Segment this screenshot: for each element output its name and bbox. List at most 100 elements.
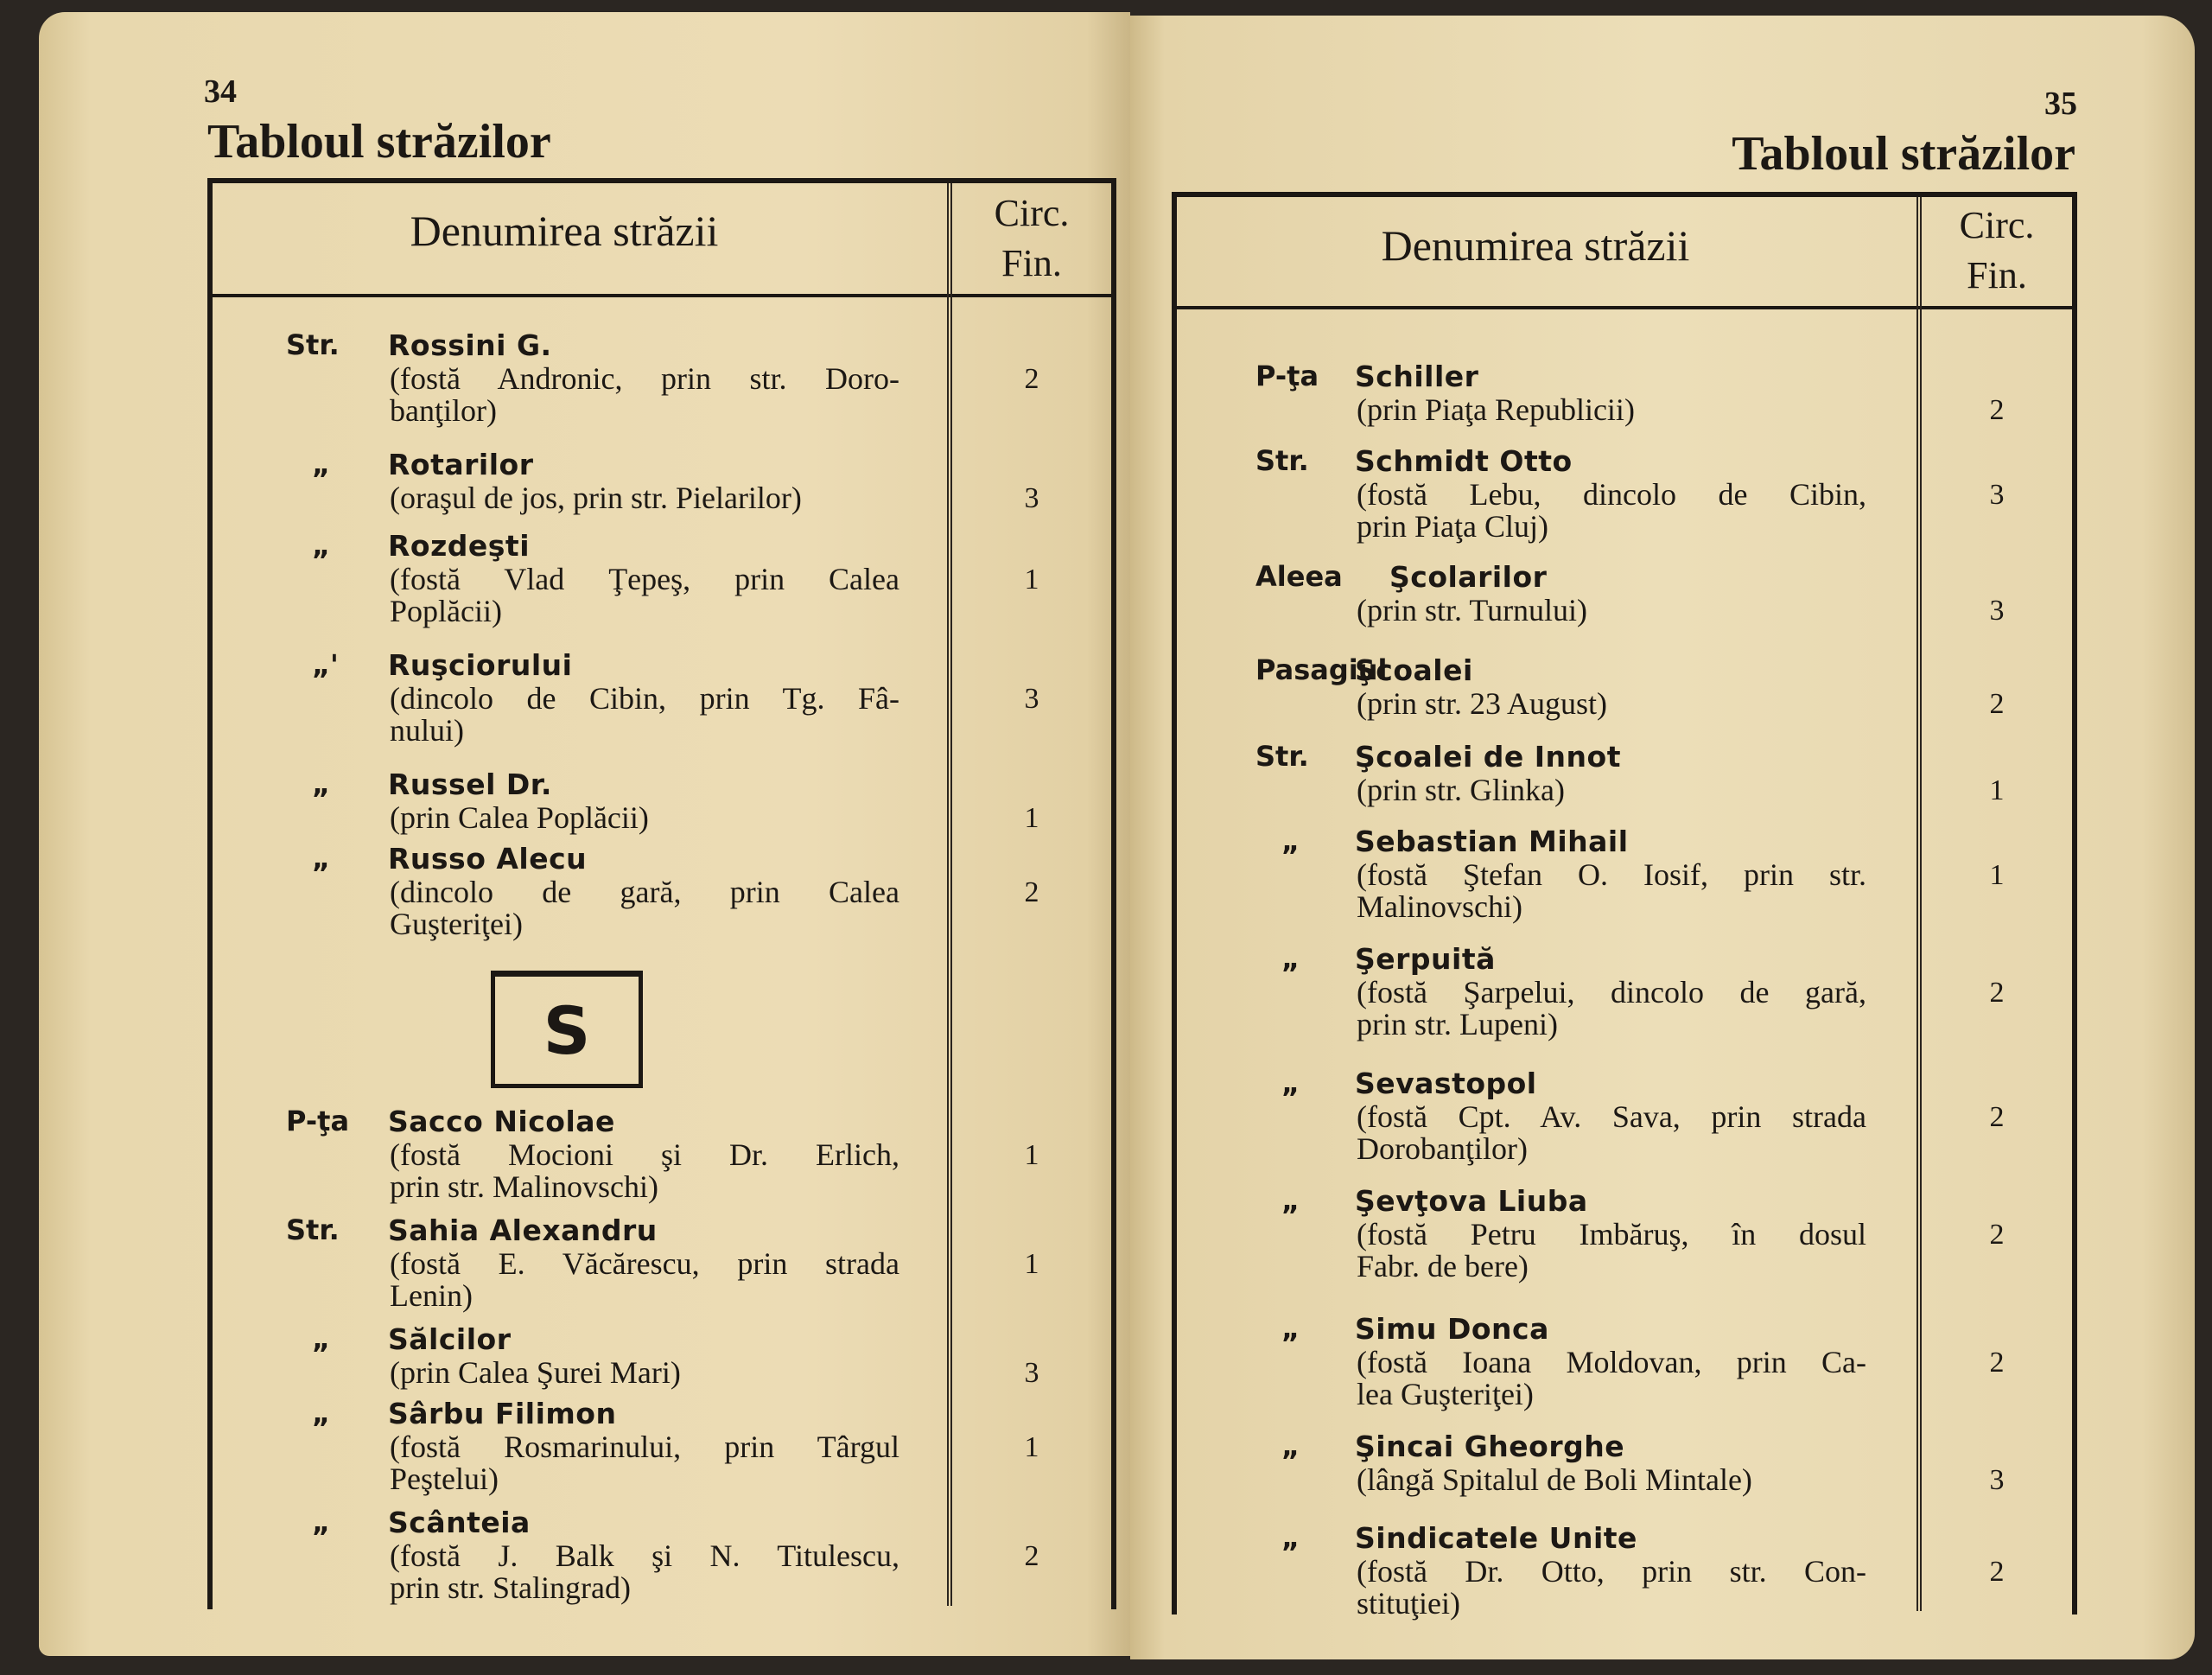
street-entry: Pasagiul Şcoalei (prin str. 23 August) 2 — [1255, 653, 2206, 720]
street-name: Russel Dr. — [388, 767, 552, 801]
street-prefix: „ — [1281, 1184, 1300, 1217]
description-line: Malinovschi) — [1357, 889, 1522, 924]
street-prefix: „ — [1281, 1067, 1300, 1099]
street-entry: „ Sălcilor (prin Calea Şurei Mari) 3 — [286, 1322, 1236, 1389]
street-prefix: „ — [312, 1322, 331, 1355]
street-name: Schiller — [1355, 360, 1479, 393]
circ-value: 2 — [1989, 688, 2005, 720]
circ-value: 1 — [1024, 1139, 1039, 1171]
street-table-left — [207, 178, 1116, 1609]
page-title-left: Tabloul străzilor — [207, 115, 551, 169]
street-description: (fostă Petru Imbăruş, în dosul Fabr. de b… — [1357, 1219, 1866, 1283]
street-name: Şcolarilor — [1389, 560, 1548, 594]
street-description: (dincolo de Cibin, prin Tg. Fâ-nului) — [390, 683, 899, 747]
street-name: Şcoalei — [1355, 653, 1473, 687]
street-entry: Str. Rossini G. (fostă Andronic, prin str.… — [286, 328, 1236, 427]
circ-value: 1 — [1989, 859, 2005, 891]
description-line: Guşteriţei) — [390, 907, 523, 941]
street-entry: Str. Sahia Alexandru (fostă E. Văcărescu, … — [286, 1213, 1236, 1312]
circ-value: 3 — [1024, 1357, 1039, 1389]
street-entry: Aleea Şcolarilor (prin str. Turnului) 3 — [1255, 560, 2206, 627]
street-prefix: „ — [1281, 1312, 1300, 1345]
description-line: prin str. Stalingrad) — [390, 1570, 631, 1605]
street-prefix: „ — [312, 767, 331, 800]
circ-value: 2 — [1024, 1540, 1039, 1572]
description-line: (prin str. 23 August) — [1357, 686, 1608, 721]
description-line: (prin Calea Şurei Mari) — [390, 1355, 681, 1390]
circ-value: 1 — [1989, 774, 2005, 806]
description-line: (prin Calea Poplăcii) — [390, 800, 649, 835]
description-line: (fostă Rosmarinului, prin Târgul — [390, 1430, 899, 1464]
street-entry: „ Sindicatele Unite (fostă Dr. Otto, prin … — [1255, 1521, 2206, 1620]
description-line: (dincolo de gară, prin Calea — [390, 875, 899, 909]
street-prefix: „ — [312, 1397, 331, 1430]
section-letter-box: S — [491, 971, 643, 1088]
circ-value: 2 — [1989, 1347, 2005, 1379]
street-prefix: Str. — [286, 1213, 340, 1246]
street-description: (fostă Andronic, prin str. Doro-banţilor… — [390, 363, 899, 427]
street-description: (prin Calea Poplăcii) — [390, 802, 899, 834]
street-name: Sevastopol — [1355, 1067, 1537, 1100]
street-name: Sălcilor — [388, 1322, 512, 1356]
description-line: Lenin) — [390, 1278, 473, 1313]
description-line: (fostă Lebu, dincolo de Cibin, — [1357, 477, 1866, 512]
street-prefix: Str. — [1255, 740, 1309, 773]
header-street-name: Denumirea străzii — [410, 207, 719, 255]
street-description: (fostă Rosmarinului, prin Târgul Peştelui… — [390, 1431, 899, 1495]
header-street-name: Denumirea străzii — [1381, 221, 1690, 270]
street-table-right — [1172, 192, 2077, 1614]
street-description: (fostă Cpt. Av. Sava, prin strada Doroban… — [1357, 1101, 1866, 1165]
circ-value: 1 — [1024, 1248, 1039, 1280]
street-description: (dincolo de gară, prin Calea Guşteriţei) — [390, 876, 899, 940]
street-prefix: Pasagiul — [1255, 653, 1388, 686]
description-line: prin str. Malinovschi) — [390, 1169, 658, 1204]
description-line: nului) — [390, 713, 464, 748]
street-prefix: „ — [1281, 1430, 1300, 1462]
street-prefix: „ — [1281, 1521, 1300, 1554]
circ-value: 2 — [1989, 1556, 2005, 1588]
description-line: prin str. Lupeni) — [1357, 1007, 1558, 1041]
street-description: (fostă J. Balk şi N. Titulescu, prin str.… — [390, 1540, 899, 1604]
street-description: (fostă Ioana Moldovan, prin Ca-lea Guşte… — [1357, 1347, 1866, 1411]
street-name: Rozdeşti — [388, 529, 531, 563]
street-entry: „ Russel Dr. (prin Calea Poplăcii) 1 — [286, 767, 1236, 834]
page-number-left: 34 — [204, 73, 237, 110]
header-divider — [1177, 306, 2072, 309]
street-entry: P-ţa Sacco Nicolae (fostă Mocioni şi Dr. E… — [286, 1105, 1236, 1203]
page-title-right: Tabloul străzilor — [1732, 127, 2075, 181]
description-line: stituţiei) — [1357, 1586, 1460, 1621]
circ-value: 1 — [1024, 1431, 1039, 1463]
description-line: lea Guşteriţei) — [1357, 1377, 1534, 1411]
street-name: Rossini G. — [388, 328, 552, 362]
street-description: (prin Calea Şurei Mari) — [390, 1357, 899, 1389]
description-line: (fostă Dr. Otto, prin str. Con- — [1357, 1554, 1866, 1589]
description-line: Peştelui) — [390, 1462, 499, 1496]
description-line: Poplăcii) — [390, 594, 502, 628]
circ-value: 2 — [1989, 394, 2005, 426]
street-description: (fostă Dr. Otto, prin str. Con-stituţiei… — [1357, 1556, 1866, 1620]
street-entry: „' Ruşciorului (dincolo de Cibin, prin Tg.… — [286, 648, 1236, 747]
street-entry: „ Şevţova Liuba (fostă Petru Imbăruş, în d… — [1255, 1184, 2206, 1283]
street-name: Sindicatele Unite — [1355, 1521, 1637, 1555]
street-entry: „ Russo Alecu (dincolo de gară, prin Calea… — [286, 842, 1236, 940]
column-divider — [1916, 197, 1922, 1611]
street-description: (fostă Mocioni şi Dr. Erlich, prin str. M… — [390, 1139, 899, 1203]
description-line: (fostă Andronic, prin str. Doro- — [390, 361, 899, 396]
circ-value: 2 — [1024, 876, 1039, 908]
circ-value: 3 — [1989, 1464, 2005, 1496]
street-name: Rotarilor — [388, 448, 534, 481]
column-divider — [947, 183, 952, 1606]
street-entry: „ Şincai Gheorghe (lângă Spitalul de Boli … — [1255, 1430, 2206, 1496]
street-entry: „ Sebastian Mihail (fostă Ştefan O. Iosif,… — [1255, 825, 2206, 923]
street-entry: „ Scânteia (fostă J. Balk şi N. Titulescu,… — [286, 1506, 1236, 1604]
street-entry: „ Rozdeşti (fostă Vlad Ţepeş, prin Calea Po… — [286, 529, 1236, 627]
circ-value: 2 — [1989, 977, 2005, 1009]
description-line: (prin Piaţa Republicii) — [1357, 392, 1635, 427]
street-description: (fostă Vlad Ţepeş, prin Calea Poplăcii) — [390, 564, 899, 627]
street-description: (fostă E. Văcărescu, prin strada Lenin) — [390, 1248, 899, 1312]
street-prefix: „' — [312, 648, 339, 681]
street-name: Sârbu Filimon — [388, 1397, 617, 1430]
description-line: Dorobanţilor) — [1357, 1131, 1528, 1166]
street-name: Şevţova Liuba — [1355, 1184, 1588, 1218]
street-prefix: „ — [1281, 825, 1300, 857]
